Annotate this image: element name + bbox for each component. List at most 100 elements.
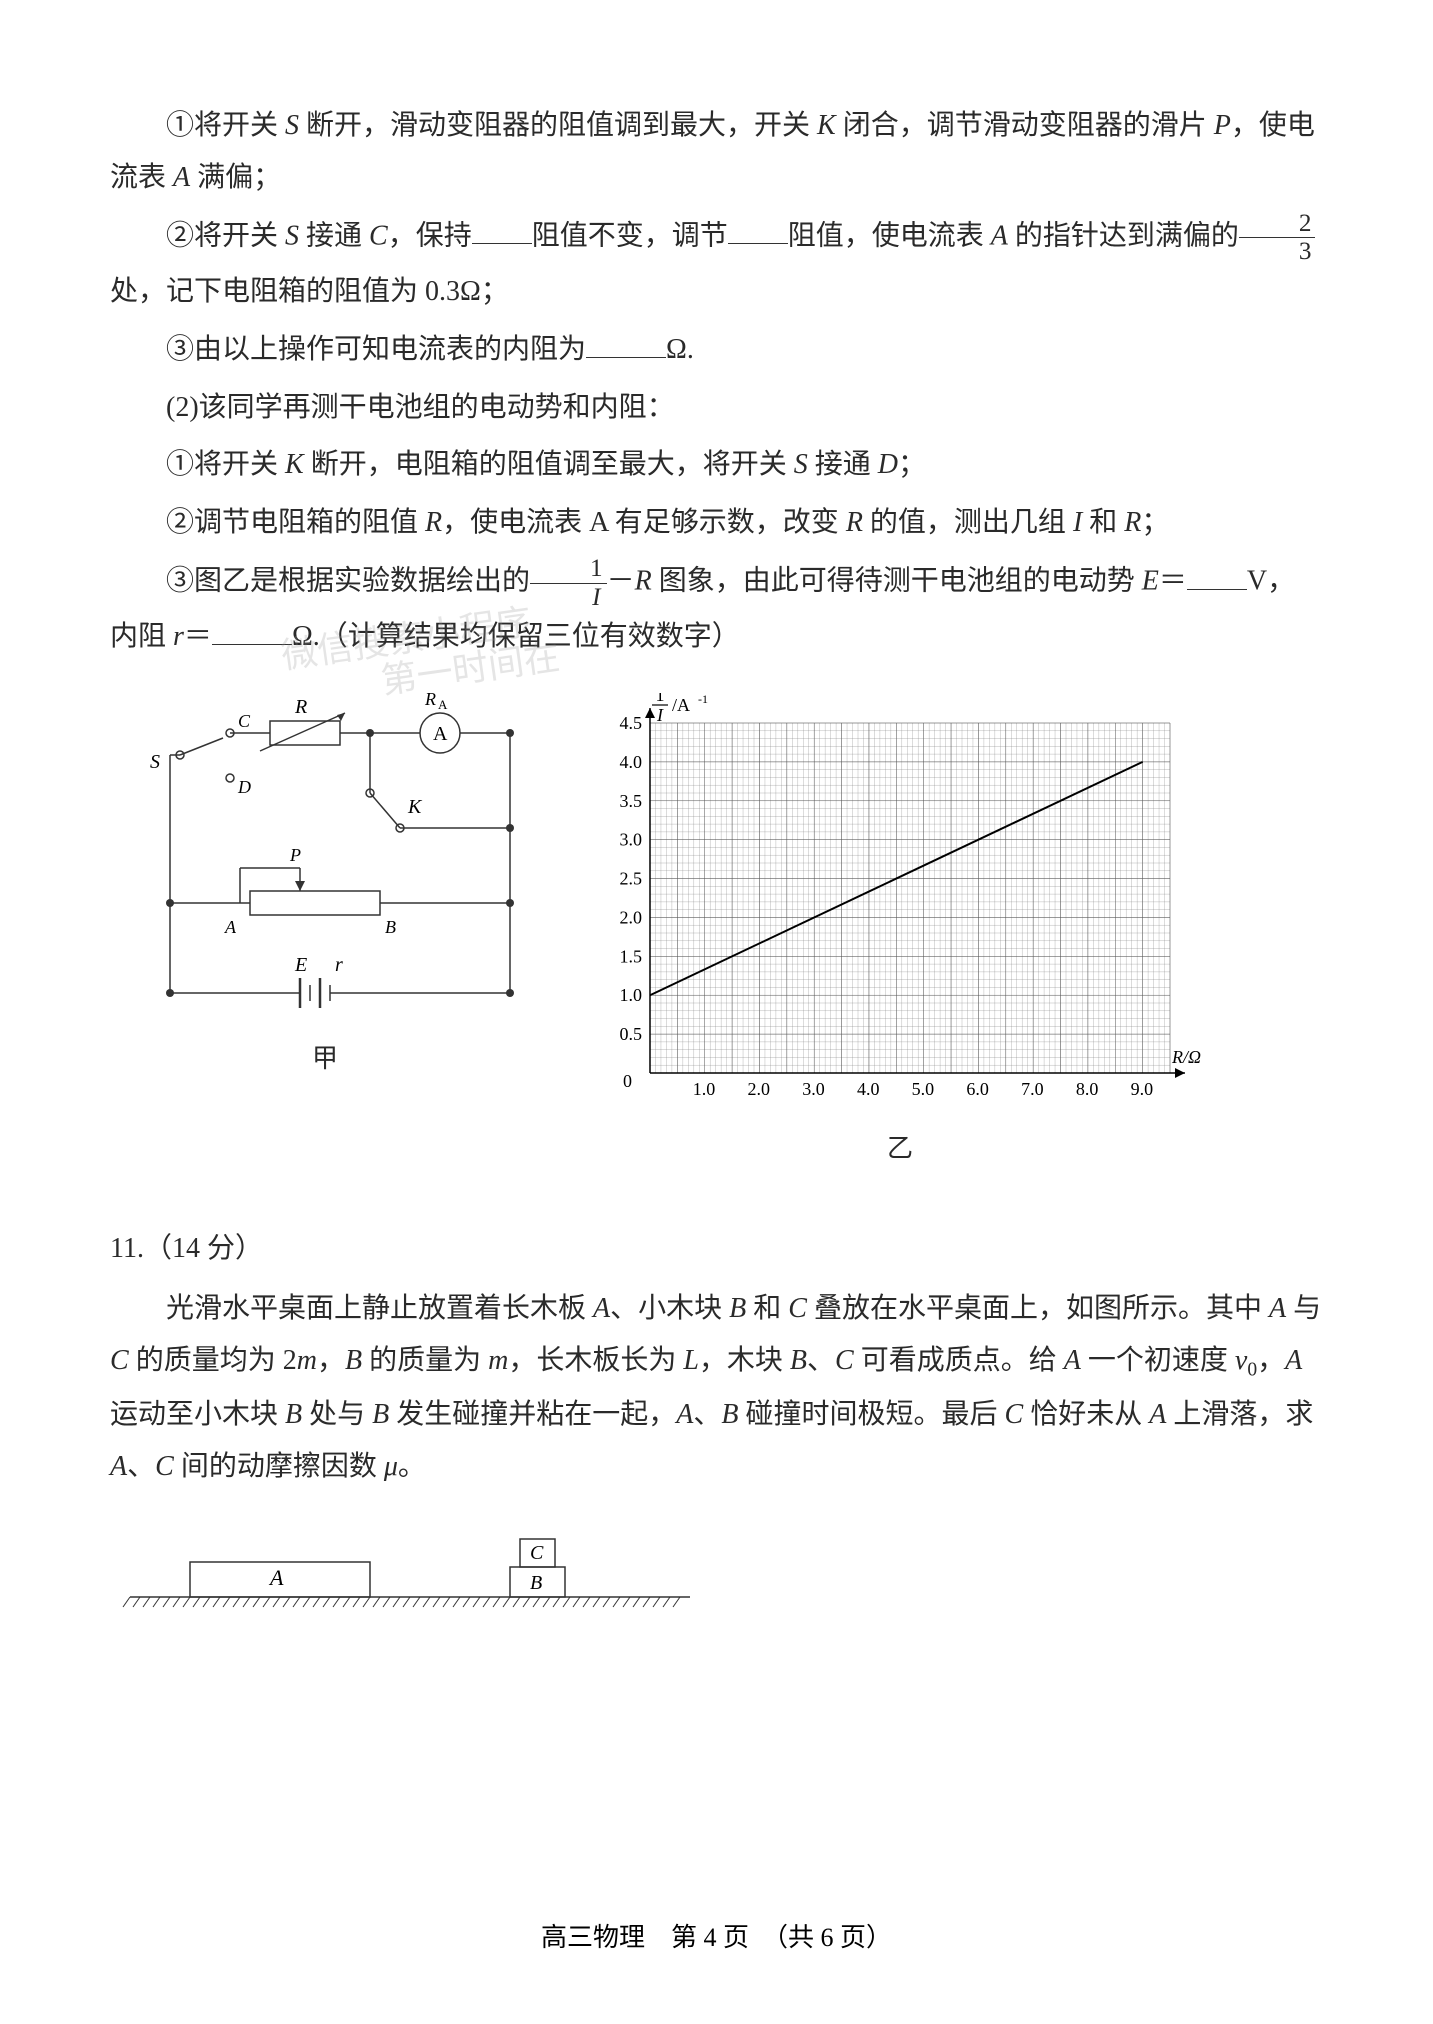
t: ， (317, 1345, 345, 1376)
t: 的质量均为 2 (129, 1345, 297, 1376)
part-2-intro: (2)该同学再测干电池组的电动势和内阻： (110, 382, 1323, 434)
svg-text:2.5: 2.5 (620, 869, 643, 889)
var-B: B (372, 1399, 389, 1430)
p2-step-2: ②调节电阻箱的阻值 R，使电流表 A 有足够示数，改变 R 的值，测出几组 I … (110, 497, 1323, 549)
var-B: B (729, 1293, 746, 1324)
svg-text:K: K (407, 796, 423, 818)
var-K: K (285, 449, 304, 480)
var-m: m (297, 1345, 317, 1376)
question-11: 11.（14 分） 光滑水平桌面上静止放置着长木板 A、小木块 B 和 C 叠放… (110, 1223, 1323, 1617)
svg-text:3.0: 3.0 (620, 830, 643, 850)
t: 图象，由此可得待测干电池组的电动势 (652, 566, 1142, 597)
t: Ω. (666, 334, 694, 365)
var-A: A (991, 220, 1008, 251)
var-C: C (788, 1293, 807, 1324)
svg-text:R/Ω: R/Ω (1171, 1047, 1201, 1067)
t: 的值，测出几组 (863, 507, 1073, 538)
svg-text:1.0: 1.0 (620, 985, 643, 1005)
var-R: R (635, 566, 652, 597)
var-A: A (1269, 1293, 1286, 1324)
t: ＝ (184, 621, 212, 652)
t: 闭合，调节滑动变阻器的滑片 (836, 110, 1214, 141)
svg-text:3.5: 3.5 (620, 791, 643, 811)
t: 、小木块 (610, 1293, 729, 1324)
svg-text:B: B (385, 917, 396, 937)
svg-text:4.0: 4.0 (857, 1079, 880, 1099)
t: 断开，滑动变阻器的阻值调到最大，开关 (299, 110, 817, 141)
var-A: A (1285, 1345, 1302, 1376)
t: ①将开关 (166, 110, 285, 141)
var-A: A (1149, 1399, 1166, 1430)
svg-text:P: P (289, 845, 301, 865)
t: ②调节电阻箱的阻值 (166, 507, 425, 538)
var-B: B (721, 1399, 738, 1430)
svg-text:I: I (656, 705, 664, 725)
var-R: R (1124, 507, 1141, 538)
graph-figure: 1.02.03.04.05.06.07.08.09.000.51.01.52.0… (580, 693, 1220, 1173)
var-B: B (285, 1399, 302, 1430)
t: ＝ (1159, 566, 1187, 597)
var-r: r (173, 621, 184, 652)
var-R: R (846, 507, 863, 538)
t: ②将开关 (166, 220, 285, 251)
var-D: D (878, 449, 898, 480)
fraction-1-I: 1I (530, 555, 607, 611)
t: 光滑水平桌面上静止放置着长木板 (166, 1293, 593, 1324)
t: 、 (693, 1399, 721, 1430)
var-L: L (683, 1345, 699, 1376)
t: 、 (807, 1345, 835, 1376)
graph-chart: 1.02.03.04.05.06.07.08.09.000.51.01.52.0… (580, 693, 1220, 1113)
var-E: E (1142, 566, 1159, 597)
var-C: C (369, 220, 388, 251)
t: 叠放在水平桌面上，如图所示。其中 (807, 1293, 1269, 1324)
fill-blank (1187, 562, 1247, 590)
var-A: A (110, 1451, 127, 1482)
var-A: A (173, 162, 190, 193)
t: ； (898, 449, 926, 480)
svg-text:E: E (294, 954, 307, 976)
denominator: 3 (1239, 238, 1316, 266)
t: 上滑落，求 (1166, 1399, 1313, 1430)
var-S: S (285, 110, 299, 141)
var-v: v (1235, 1345, 1247, 1376)
t: 与 (1286, 1293, 1321, 1324)
svg-text:C: C (238, 711, 251, 731)
svg-text:4.0: 4.0 (620, 752, 643, 772)
var-C: C (155, 1451, 174, 1482)
t: 可看成质点。给 (854, 1345, 1064, 1376)
svg-text:4.5: 4.5 (620, 713, 643, 733)
var-B: B (790, 1345, 807, 1376)
t: 和 (1082, 507, 1124, 538)
t: ，长木板长为 (508, 1345, 683, 1376)
svg-text:B: B (530, 1572, 542, 1594)
svg-text:1.5: 1.5 (620, 947, 643, 967)
t: 。 (398, 1451, 426, 1482)
svg-text:A: A (224, 917, 237, 937)
numerator: 1 (530, 555, 607, 584)
svg-text:-1: -1 (698, 693, 708, 706)
var-mu: μ (384, 1451, 398, 1482)
var-m: m (488, 1345, 508, 1376)
t: 、 (127, 1451, 155, 1482)
svg-text:5.0: 5.0 (912, 1079, 935, 1099)
svg-text:A: A (268, 1565, 284, 1590)
t: ， (1257, 1345, 1285, 1376)
t: 运动至小木块 (110, 1399, 285, 1430)
var-R: R (425, 507, 442, 538)
t: ③由以上操作可知电流表的内阻为 (166, 334, 586, 365)
svg-text:8.0: 8.0 (1076, 1079, 1099, 1099)
svg-text:2.0: 2.0 (620, 908, 643, 928)
fill-blank (728, 216, 788, 244)
svg-text:7.0: 7.0 (1021, 1079, 1044, 1099)
numerator: 2 (1239, 210, 1316, 239)
svg-text:r: r (335, 954, 343, 976)
var-S: S (285, 220, 299, 251)
svg-text:R: R (294, 696, 307, 718)
t: ，保持 (388, 220, 472, 251)
p2-step-1: ①将开关 K 断开，电阻箱的阻值调至最大，将开关 S 接通 D； (110, 439, 1323, 491)
t: 阻值不变，调节 (532, 220, 728, 251)
svg-text:R: R (424, 693, 436, 709)
t: 碰撞时间极短。最后 (739, 1399, 1005, 1430)
var-B: B (345, 1345, 362, 1376)
fraction-2-3: 23 (1239, 210, 1316, 266)
